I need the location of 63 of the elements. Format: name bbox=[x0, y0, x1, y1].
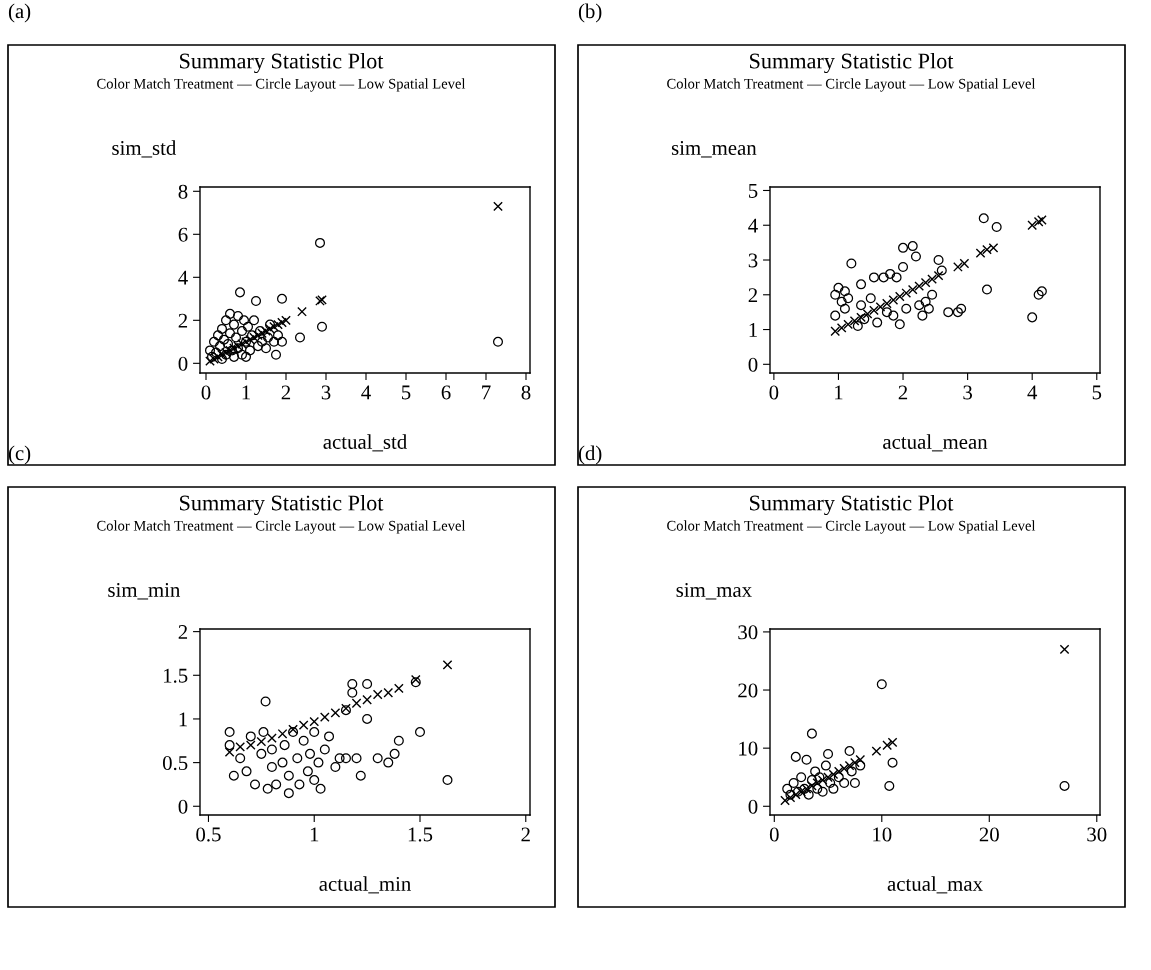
x-tick-label: 10 bbox=[873, 827, 892, 842]
y-tick-label: 2 bbox=[178, 313, 188, 328]
x-tick-label: 1 bbox=[242, 385, 250, 400]
y-tick-label: 0.5 bbox=[162, 755, 188, 771]
x-tick-label: 1.5 bbox=[408, 827, 433, 842]
x-axis-title: actual_min bbox=[319, 876, 411, 894]
y-tick-label: 1 bbox=[749, 323, 757, 337]
x-tick-label: 2 bbox=[898, 385, 908, 400]
chart-title: Summary Statistic Plot bbox=[180, 494, 384, 516]
y-tick-label: 0 bbox=[178, 356, 188, 371]
y-tick-label: 0 bbox=[748, 357, 758, 372]
x-tick-label: 4 bbox=[1027, 385, 1038, 400]
x-tick-label: 0 bbox=[769, 385, 779, 400]
y-tick-label: 8 bbox=[178, 184, 188, 199]
x-tick-label: 3 bbox=[321, 385, 331, 400]
x-axis-title: actual_std bbox=[323, 434, 407, 452]
x-tick-label: 6 bbox=[441, 385, 451, 400]
chart-subtitle: Color Match Treatment — Circle Layout — Low Spatial Level bbox=[667, 78, 1036, 92]
y-axis-title: sim_min bbox=[108, 583, 181, 600]
y-tick-label: 5 bbox=[748, 184, 758, 198]
chart-title: Summary Statistic Plot bbox=[750, 52, 954, 74]
y-tick-label: 3 bbox=[748, 253, 758, 268]
x-tick-label: 5 bbox=[1092, 385, 1102, 400]
y-tick-label: 2 bbox=[748, 288, 758, 302]
x-tick-label: 0 bbox=[769, 827, 779, 842]
chart-subtitle: Color Match Treatment — Circle Layout — Low Spatial Level bbox=[97, 520, 466, 534]
chart-title: Summary Statistic Plot bbox=[750, 494, 954, 516]
x-tick-label: 5 bbox=[402, 385, 411, 400]
x-tick-label: 30 bbox=[1087, 827, 1107, 842]
y-tick-label: 20 bbox=[738, 683, 758, 698]
x-tick-label: 3 bbox=[963, 385, 973, 400]
x-axis-title: actual_mean bbox=[883, 434, 988, 452]
x-tick-label: 1 bbox=[310, 827, 319, 842]
x-tick-label: 0.5 bbox=[196, 827, 221, 842]
chart-subtitle: Color Match Treatment — Circle Layout — Low Spatial Level bbox=[667, 520, 1036, 534]
x-tick-label: 7 bbox=[482, 385, 491, 400]
y-axis-title: sim_max bbox=[676, 583, 752, 600]
y-tick-label: 6 bbox=[178, 227, 188, 242]
text: (a) bbox=[8, 3, 31, 23]
x-tick-label: 0 bbox=[201, 385, 211, 400]
x-tick-label: 20 bbox=[979, 827, 999, 842]
y-tick-label: 2 bbox=[178, 625, 188, 639]
y-tick-label: 0 bbox=[178, 799, 188, 814]
y-axis-title: sim_mean bbox=[671, 141, 757, 158]
x-axis-title: actual_max bbox=[887, 876, 983, 894]
x-tick-label: 2 bbox=[521, 827, 530, 842]
chart-subtitle: Color Match Treatment — Circle Layout — Low Spatial Level bbox=[97, 78, 466, 92]
y-tick-label: 1 bbox=[179, 712, 187, 727]
y-tick-label: 1.5 bbox=[163, 668, 188, 683]
x-tick-label: 8 bbox=[521, 385, 531, 400]
y-tick-label: 4 bbox=[178, 270, 188, 285]
y-tick-label: 4 bbox=[748, 218, 758, 233]
chart-title: Summary Statistic Plot bbox=[180, 52, 384, 74]
y-tick-label: 0 bbox=[748, 799, 758, 814]
x-tick-label: 2 bbox=[281, 385, 291, 400]
text: (d) bbox=[578, 445, 602, 465]
y-axis-title: sim_std bbox=[112, 140, 177, 158]
x-tick-label: 4 bbox=[361, 385, 371, 400]
y-tick-label: 10 bbox=[739, 741, 758, 756]
y-tick-label: 30 bbox=[738, 625, 758, 640]
text: (b) bbox=[578, 3, 602, 23]
x-tick-label: 1 bbox=[835, 385, 843, 400]
text: (c) bbox=[8, 445, 31, 465]
